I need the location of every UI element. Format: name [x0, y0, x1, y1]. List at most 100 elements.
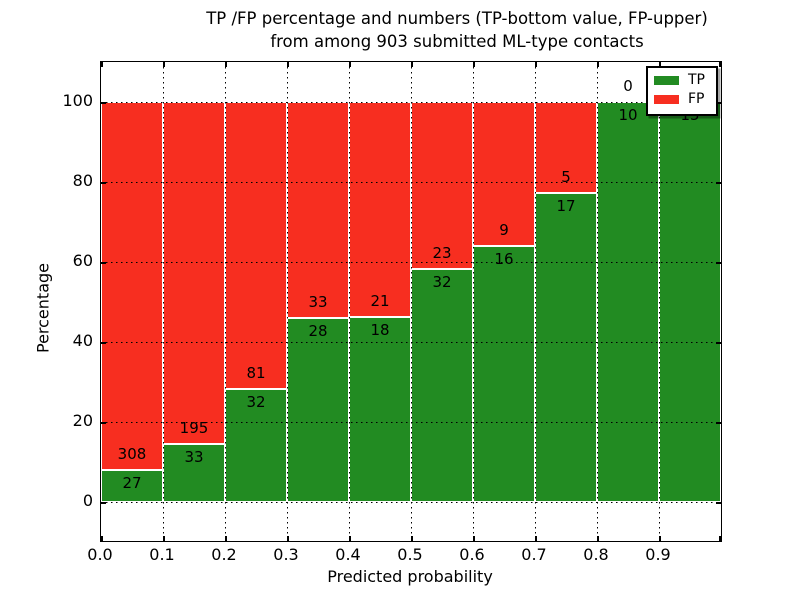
- v-gridline: [411, 62, 412, 541]
- y-tick-mark: [101, 102, 106, 104]
- bar-label-fp: 21: [370, 292, 390, 311]
- y-tick-mark: [716, 342, 721, 344]
- v-gridline: [225, 62, 226, 541]
- x-tick-mark: [163, 62, 165, 67]
- x-tick-mark: [349, 536, 351, 541]
- v-gridline: [597, 62, 598, 541]
- y-tick-mark: [716, 262, 721, 264]
- x-tick-mark: [473, 62, 475, 67]
- y-tick-mark: [716, 182, 721, 184]
- v-gridline: [473, 62, 474, 541]
- bar-label-fp: 5: [561, 167, 571, 186]
- tp-color-swatch: [654, 75, 679, 85]
- chart-title: TP /FP percentage and numbers (TP-bottom…: [155, 7, 759, 53]
- bar-segment-fp: [225, 102, 287, 389]
- bar-label-fp: 0: [623, 77, 633, 95]
- y-tick-label: 40: [72, 331, 93, 350]
- x-tick-mark: [659, 62, 661, 67]
- v-gridline: [535, 62, 536, 541]
- x-tick-mark: [597, 536, 599, 541]
- x-axis-title: Predicted probability: [327, 567, 493, 586]
- y-tick-label: 20: [72, 411, 93, 430]
- x-tick-mark: [101, 536, 103, 541]
- y-tick-mark: [716, 422, 721, 424]
- bar-segment-tp: [473, 246, 535, 502]
- legend-entry-fp: FP: [654, 92, 716, 106]
- y-tick-mark: [101, 502, 106, 504]
- v-gridline: [287, 62, 288, 541]
- v-gridline: [163, 62, 164, 541]
- y-tick-mark: [101, 182, 106, 184]
- bar-label-fp: 195: [179, 419, 209, 438]
- bar-label-tp: 32: [246, 392, 266, 411]
- x-tick-mark: [535, 62, 537, 67]
- bar-label-tp: 32: [432, 273, 452, 292]
- chart-title-line2: from among 903 submitted ML-type contact…: [270, 32, 644, 51]
- bar-segment-tp: [163, 444, 225, 502]
- x-tick-label: 0.5: [397, 545, 423, 564]
- x-tick-label: 0.0: [87, 545, 113, 564]
- bar-segment-tp: [411, 269, 473, 502]
- x-tick-label: 0.2: [211, 545, 237, 564]
- bar-label-fp: 308: [117, 444, 147, 463]
- bar-label-tp: 33: [184, 448, 204, 467]
- x-tick-mark: [163, 536, 165, 541]
- y-tick-label: 0: [82, 491, 93, 510]
- bar-label-tp: 27: [122, 473, 142, 492]
- x-tick-label: 0.6: [459, 545, 485, 564]
- x-tick-label: 0.3: [273, 545, 299, 564]
- bar-segment-tp: [349, 317, 411, 502]
- bar-label-fp: 33: [308, 293, 328, 312]
- x-tick-mark: [411, 62, 413, 67]
- bar-label-tp: 10: [618, 106, 638, 124]
- v-gridline: [349, 62, 350, 541]
- bar-label-tp: 16: [494, 250, 514, 268]
- legend-label-fp: FP: [688, 91, 705, 107]
- bar-segment-fp: [163, 102, 225, 445]
- plot-area: TP FP 308 27 195 33 81 32 33 28 21 18 23 32 9 16 5 17 0 1…: [100, 61, 722, 542]
- bar-label-fp: 23: [432, 244, 452, 263]
- y-tick-mark: [716, 502, 721, 504]
- x-tick-mark: [225, 536, 227, 541]
- y-tick-mark: [101, 422, 106, 424]
- bar-label-tp: 28: [308, 322, 328, 341]
- bar-label-fp: 81: [246, 363, 266, 382]
- bar-segment-tp: [287, 318, 349, 502]
- x-tick-label: 0.7: [521, 545, 547, 564]
- x-tick-mark: [659, 536, 661, 541]
- legend-label-tp: TP: [688, 72, 705, 88]
- x-tick-mark: [349, 62, 351, 67]
- bar-segment-fp: [101, 102, 163, 470]
- y-tick-label: 60: [72, 251, 93, 270]
- bar-segment-tp: [659, 102, 721, 502]
- bar-segment-tp: [101, 469, 163, 502]
- legend-entry-tp: TP: [654, 73, 716, 87]
- y-tick-mark: [101, 342, 106, 344]
- fp-color-swatch: [654, 94, 679, 104]
- bar-segment-tp: [597, 102, 659, 502]
- x-tick-mark: [411, 536, 413, 541]
- bar-label-fp: 9: [499, 221, 509, 239]
- y-tick-mark: [716, 102, 721, 104]
- bar-segment-fp: [349, 102, 411, 318]
- x-tick-mark: [719, 62, 721, 67]
- x-tick-mark: [719, 536, 721, 541]
- bar-label-tp: 17: [556, 196, 576, 215]
- x-tick-label: 0.9: [645, 545, 671, 564]
- v-gridline: [659, 62, 660, 541]
- bar-segment-fp: [411, 102, 473, 270]
- y-tick-label: 80: [72, 171, 93, 190]
- x-tick-mark: [287, 62, 289, 67]
- y-tick-label: 100: [62, 91, 93, 110]
- x-tick-mark: [287, 536, 289, 541]
- x-tick-mark: [473, 536, 475, 541]
- x-tick-label: 0.8: [583, 545, 609, 564]
- x-tick-mark: [535, 536, 537, 541]
- x-tick-mark: [101, 62, 103, 67]
- legend: TP FP: [646, 66, 718, 116]
- bar-segment-tp: [535, 192, 597, 502]
- x-tick-label: 0.4: [335, 545, 361, 564]
- y-tick-mark: [101, 262, 106, 264]
- chart-title-line1: TP /FP percentage and numbers (TP-bottom…: [206, 9, 708, 28]
